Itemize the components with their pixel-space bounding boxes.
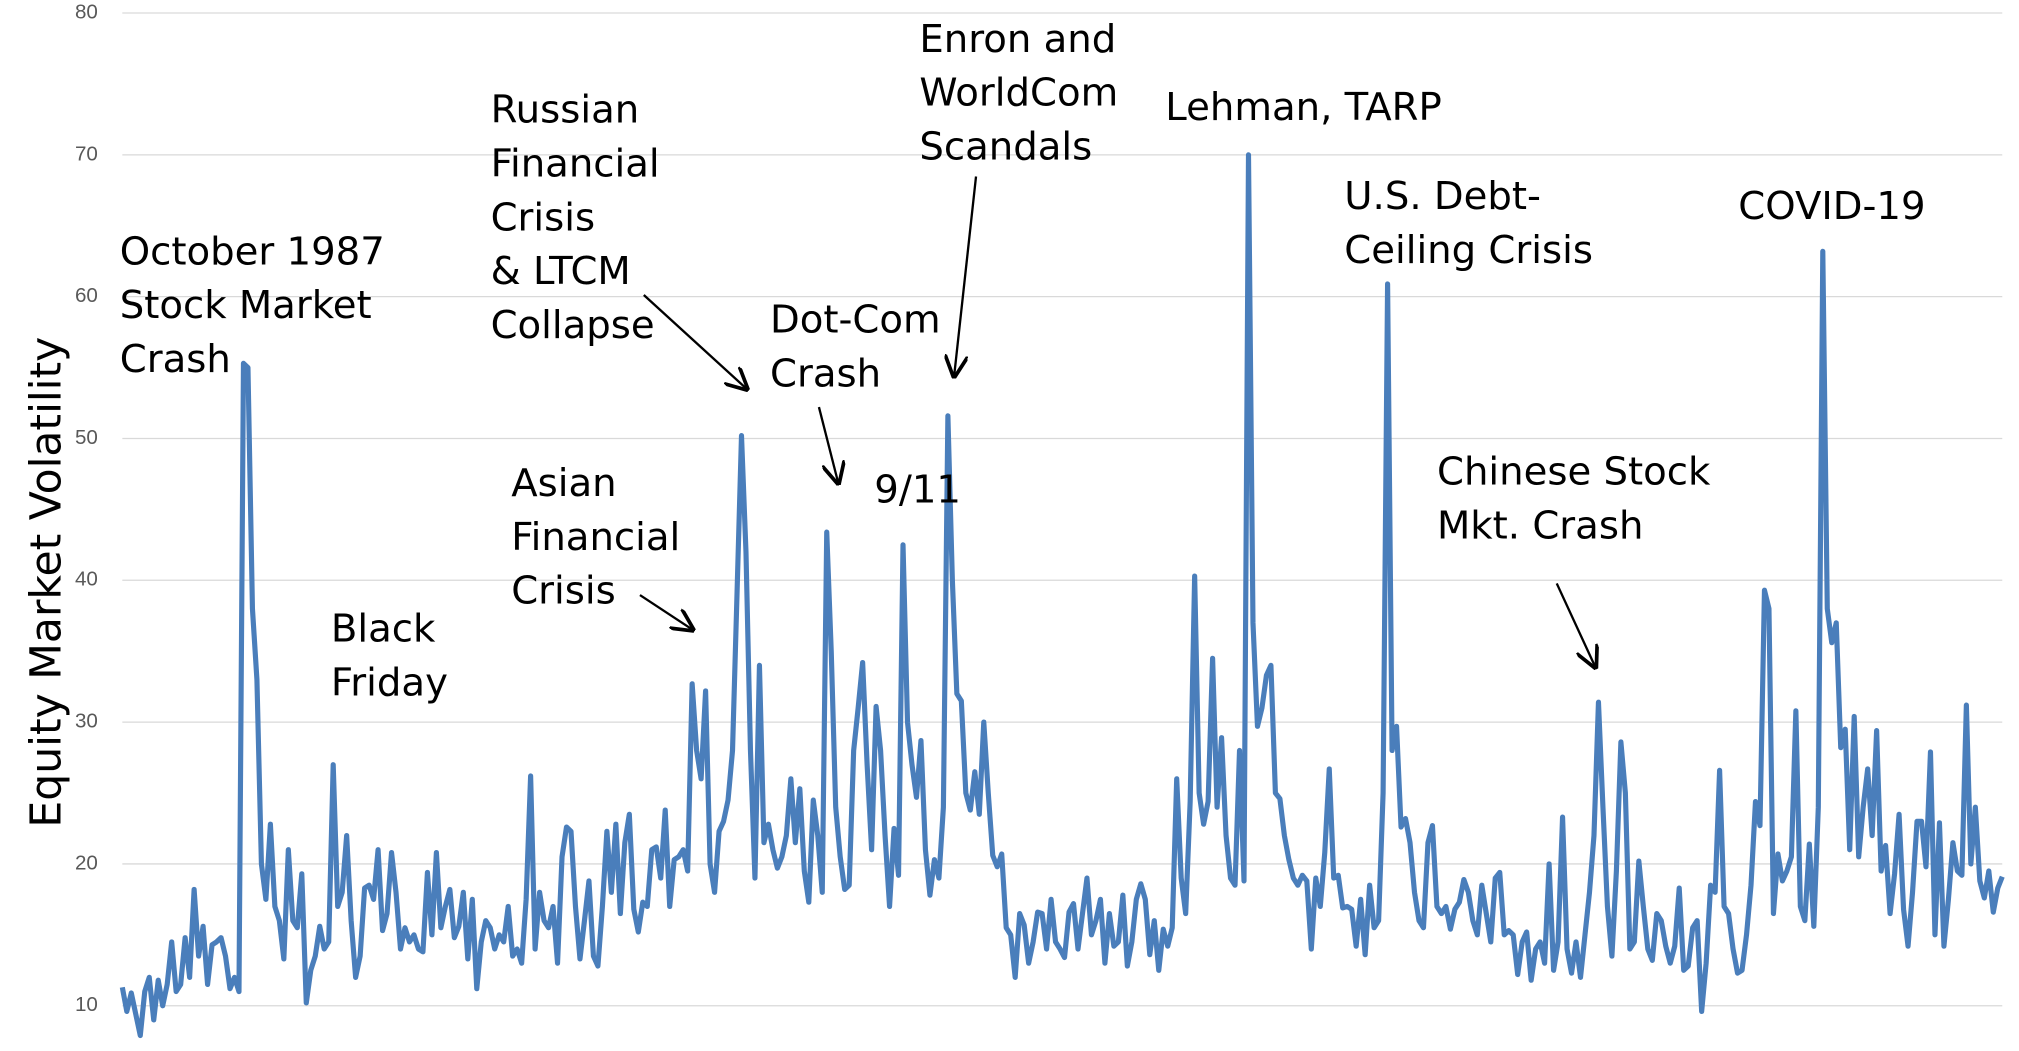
y-tick-label: 40	[75, 568, 98, 591]
annotation: Black	[331, 607, 436, 652]
annotation: & LTCM	[491, 249, 631, 294]
annotation: Russian	[491, 88, 640, 133]
y-tick-label: 10	[75, 993, 98, 1016]
arrow	[954, 176, 978, 377]
annotation: Enron and	[919, 17, 1116, 62]
y-tick-label: 60	[75, 284, 98, 307]
arrow	[1555, 582, 1596, 667]
arrow	[817, 406, 838, 483]
annotation: U.S. Debt-	[1344, 174, 1541, 219]
annotation: Financial	[491, 141, 660, 186]
annotation: Friday	[331, 660, 448, 705]
annotation: Crash	[120, 337, 231, 382]
y-tick-label: 70	[75, 142, 98, 165]
y-tick-label: 20	[75, 851, 98, 874]
annotation: Chinese Stock	[1437, 449, 1711, 494]
annotation: 9/11	[874, 468, 961, 513]
y-tick-label: 80	[75, 0, 98, 23]
data-line	[119, 152, 2005, 1039]
y-tick-label: 50	[75, 426, 98, 449]
annotation: COVID-19	[1738, 184, 1925, 229]
annotation: Financial	[511, 515, 680, 560]
annotation: Collapse	[491, 303, 655, 348]
annotation: Crisis	[491, 195, 596, 240]
annotation: Stock Market	[120, 283, 372, 328]
annotation: Dot-Com	[770, 298, 941, 343]
arrow	[643, 294, 747, 389]
annotation: Asian	[511, 461, 616, 506]
annotation: Crisis	[511, 569, 616, 614]
annotation: Crash	[770, 351, 881, 396]
y-axis-label: Equity Market Volatility	[22, 337, 71, 828]
arrow	[639, 594, 693, 630]
y-tick-label: 30	[75, 710, 98, 733]
arrows	[639, 176, 1596, 668]
annotation: Ceiling Crisis	[1344, 228, 1593, 273]
annotation: October 1987	[120, 229, 385, 274]
annotation: Mkt. Crash	[1437, 503, 1643, 548]
annotation: Lehman, TARP	[1165, 85, 1441, 130]
annotation: Scandals	[919, 124, 1092, 169]
annotation: WorldCom	[919, 71, 1118, 116]
